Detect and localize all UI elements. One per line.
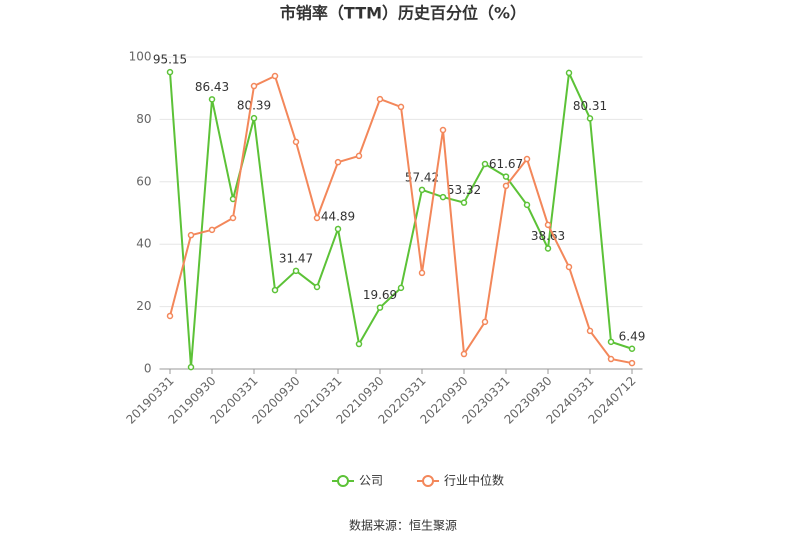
point xyxy=(166,312,174,320)
point xyxy=(418,269,426,277)
data-label: 53.32 xyxy=(447,183,481,197)
point xyxy=(187,363,195,371)
legend-marker xyxy=(337,475,349,487)
point xyxy=(271,286,279,294)
point xyxy=(628,359,636,367)
point xyxy=(355,152,363,160)
point xyxy=(208,96,216,103)
legend-label: 行业中位数 xyxy=(444,473,504,488)
data-label: 44.89 xyxy=(321,209,355,223)
data-label: 86.43 xyxy=(195,80,229,94)
point xyxy=(250,82,258,90)
point xyxy=(313,214,321,222)
data-label: 38.63 xyxy=(531,229,565,243)
data-label: 80.31 xyxy=(573,99,607,113)
y-tick-label: 80 xyxy=(136,112,151,126)
point xyxy=(166,68,174,76)
point xyxy=(523,201,531,209)
point xyxy=(523,155,531,163)
point xyxy=(460,199,468,206)
y-tick-label: 100 xyxy=(129,50,152,64)
point xyxy=(481,318,489,326)
point xyxy=(376,95,384,103)
data-label: 80.39 xyxy=(237,99,271,113)
point xyxy=(586,115,594,122)
point xyxy=(586,327,594,335)
point xyxy=(376,304,384,311)
point xyxy=(439,193,447,201)
point xyxy=(250,114,258,122)
point xyxy=(334,225,342,233)
point xyxy=(397,103,405,111)
y-tick-label: 60 xyxy=(136,174,151,188)
series-line xyxy=(169,69,633,368)
point xyxy=(229,214,237,222)
point xyxy=(607,355,615,363)
point xyxy=(271,72,279,80)
point xyxy=(292,138,300,146)
data-label: 61.67 xyxy=(489,157,523,171)
data-label: 31.47 xyxy=(279,251,313,265)
point xyxy=(355,340,363,348)
point xyxy=(544,221,552,229)
point xyxy=(607,338,615,346)
legend-marker xyxy=(422,475,435,487)
data-label: 6.49 xyxy=(619,329,646,343)
chart-title: 市销率（TTM）历史百分位（%） xyxy=(280,4,526,23)
y-tick-label: 0 xyxy=(144,362,152,376)
point xyxy=(397,284,405,292)
point xyxy=(565,69,573,77)
y-tick-label: 40 xyxy=(136,237,151,251)
data-label: 57.42 xyxy=(405,170,439,184)
point xyxy=(292,267,300,275)
point xyxy=(628,345,636,353)
y-tick-label: 20 xyxy=(136,299,151,313)
point xyxy=(502,173,510,180)
legend-label: 公司 xyxy=(359,474,383,488)
point xyxy=(208,226,216,234)
point xyxy=(544,245,552,252)
point xyxy=(565,263,573,271)
data-label: 95.15 xyxy=(153,53,187,67)
point xyxy=(502,182,510,190)
point xyxy=(418,186,426,194)
point xyxy=(481,160,489,168)
data-label: 19.69 xyxy=(363,288,397,302)
point xyxy=(313,283,321,291)
point xyxy=(460,350,468,358)
point xyxy=(187,231,195,239)
source: 数据来源：恒生聚源 xyxy=(349,518,457,533)
point xyxy=(439,126,447,134)
point xyxy=(334,158,342,166)
